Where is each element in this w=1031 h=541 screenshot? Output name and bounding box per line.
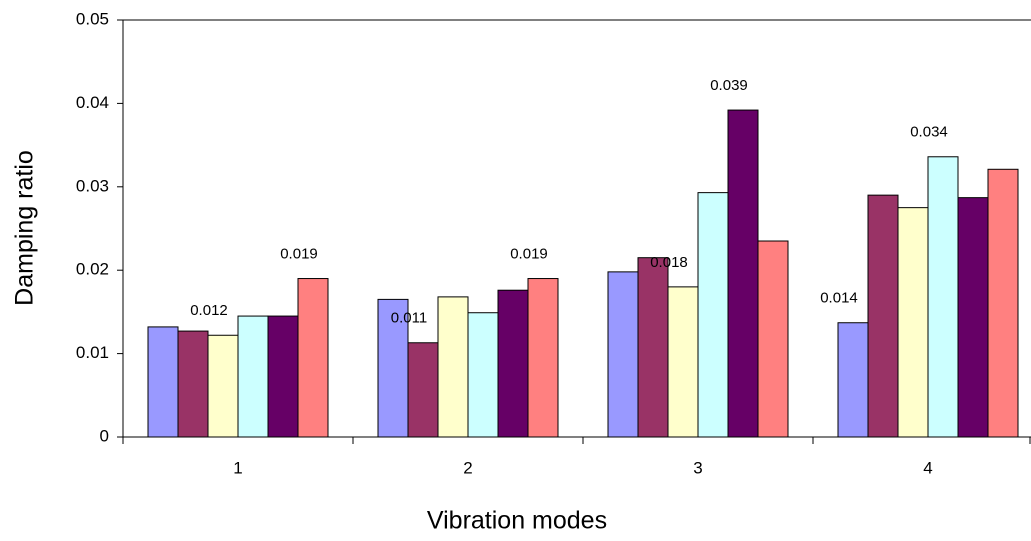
bar [607, 271, 639, 438]
x-tick-label: 1 [233, 458, 242, 477]
data-label: 0.019 [280, 246, 318, 263]
bar [297, 278, 329, 438]
x-axis-title: Vibration modes [427, 507, 607, 535]
bar [867, 194, 899, 438]
data-label: 0.011 [391, 310, 427, 327]
bar [897, 207, 929, 438]
bar [987, 168, 1019, 438]
y-axis-title: Damping ratio [11, 150, 39, 306]
bar [467, 312, 499, 438]
bar [267, 315, 299, 438]
bar [957, 197, 989, 438]
data-label: 0.019 [510, 246, 548, 263]
bar [637, 257, 669, 438]
data-label: 0.012 [190, 302, 228, 319]
bar [667, 286, 699, 438]
y-tick-label: 0.03 [76, 176, 109, 195]
bar [407, 342, 439, 438]
x-tick-label: 3 [693, 458, 702, 477]
data-label: 0.034 [910, 124, 948, 141]
bar [927, 156, 959, 438]
bar [837, 322, 869, 438]
y-tick-label: 0.02 [76, 260, 109, 279]
bar [237, 315, 269, 438]
x-tick-label: 4 [923, 458, 932, 477]
data-label: 0.018 [650, 254, 688, 271]
bar [527, 278, 559, 438]
bar [177, 330, 209, 438]
data-label: 0.014 [820, 290, 858, 307]
bar [697, 192, 729, 438]
y-tick-label: 0.04 [76, 93, 109, 112]
bar [727, 109, 759, 438]
bar [497, 289, 529, 438]
bar [437, 296, 469, 438]
y-tick-label: 0.01 [76, 343, 109, 362]
y-tick-label: 0.05 [76, 9, 109, 28]
bar [207, 334, 239, 438]
bar [147, 326, 179, 438]
x-tick-label: 2 [463, 458, 472, 477]
y-tick-label: 0 [100, 426, 109, 445]
bar [757, 240, 789, 438]
data-label: 0.039 [710, 77, 748, 94]
